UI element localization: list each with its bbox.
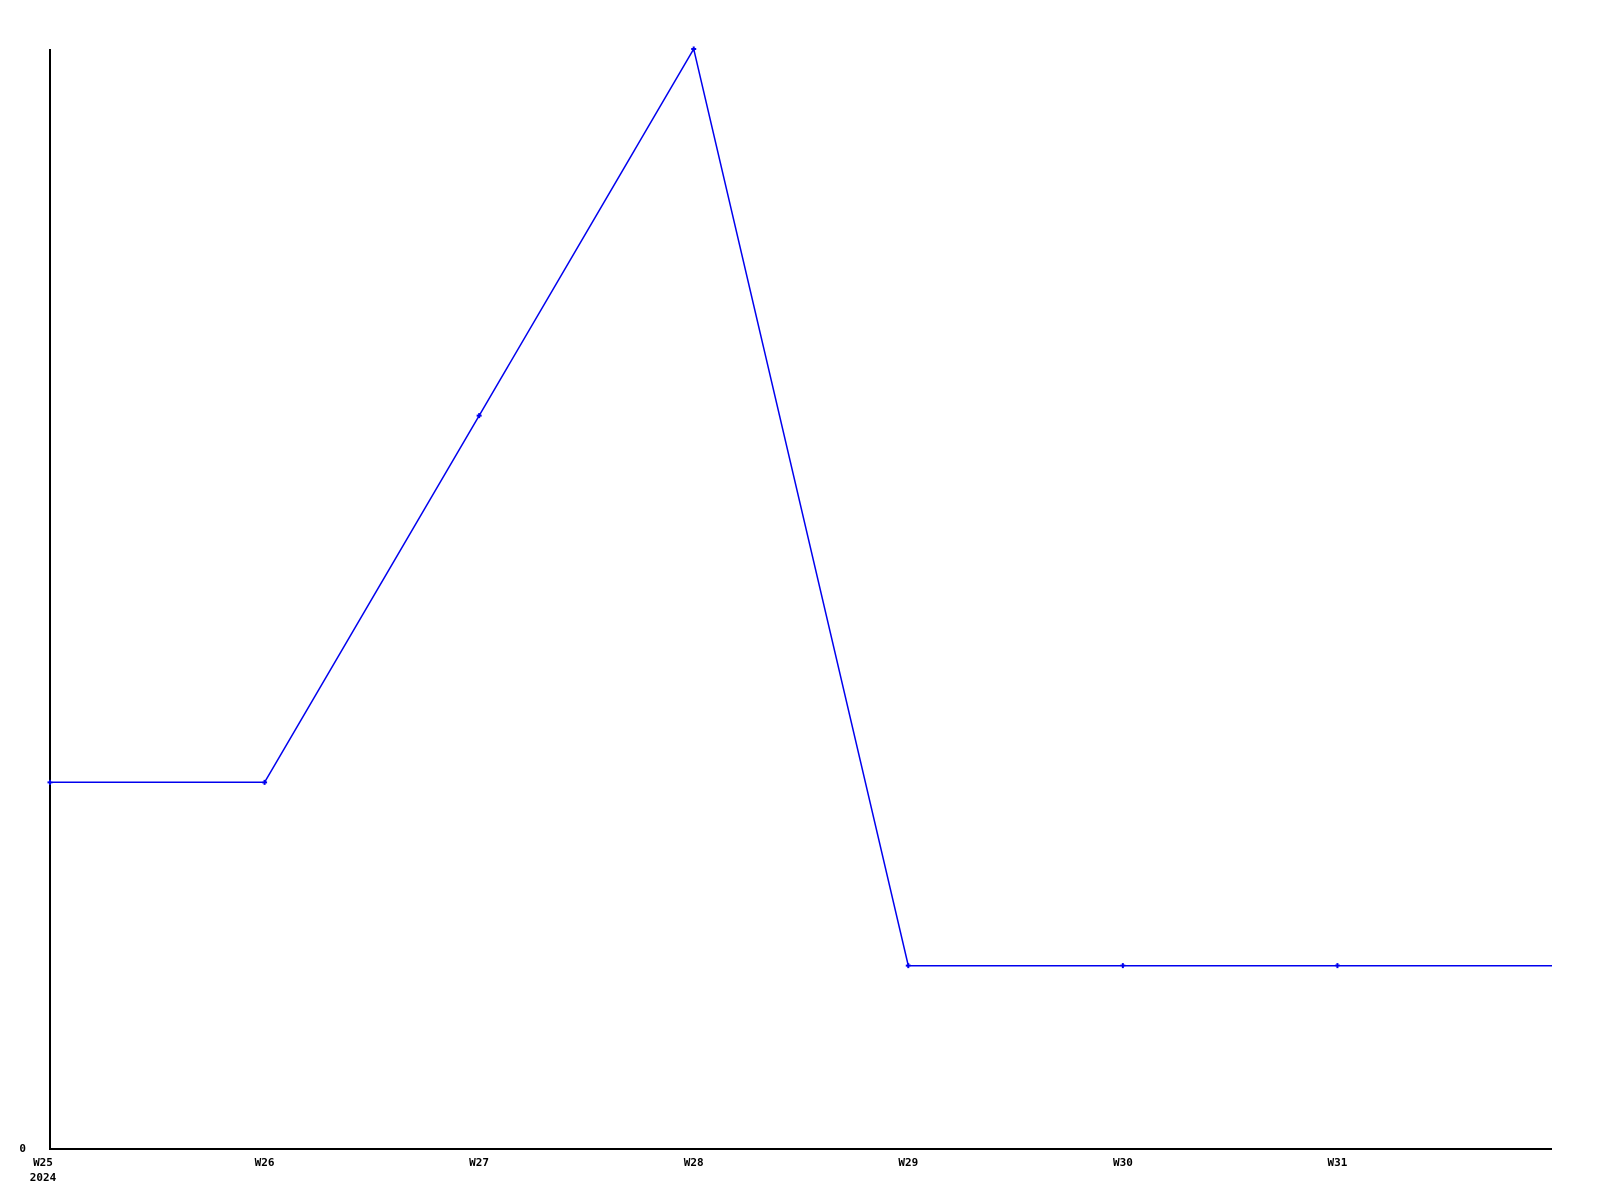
series-line — [50, 46, 1552, 967]
data-point-marker-W30 — [1120, 963, 1126, 969]
data-point-marker-W27 — [476, 413, 482, 419]
x-axis-tick-labels: W25 2024 W26 W27 W28 W29 W30 W31 — [30, 1156, 1348, 1184]
x-tick-label-W27: W27 — [469, 1156, 489, 1169]
x-tick-label-W31: W31 — [1327, 1156, 1347, 1169]
y-axis-tick-labels: 0 — [19, 1142, 26, 1155]
x-tick-label-W26: W26 — [255, 1156, 275, 1169]
axes — [49, 49, 1552, 1150]
y-tick-label-0: 0 — [19, 1142, 26, 1155]
data-point-markers — [47, 46, 1340, 969]
x-tick-year-label: 2024 — [30, 1171, 57, 1184]
data-point-marker-W31 — [1334, 963, 1340, 969]
x-tick-label-W30: W30 — [1113, 1156, 1133, 1169]
data-point-marker-W25 — [47, 779, 53, 785]
x-tick-label-W29: W29 — [898, 1156, 918, 1169]
data-series — [50, 46, 1552, 967]
x-tick-label-W28: W28 — [684, 1156, 704, 1169]
data-point-marker-W26 — [262, 779, 268, 785]
data-point-marker-W28 — [691, 46, 697, 52]
x-tick-label-W25: W25 — [33, 1156, 53, 1169]
data-point-marker-W29 — [905, 963, 911, 969]
